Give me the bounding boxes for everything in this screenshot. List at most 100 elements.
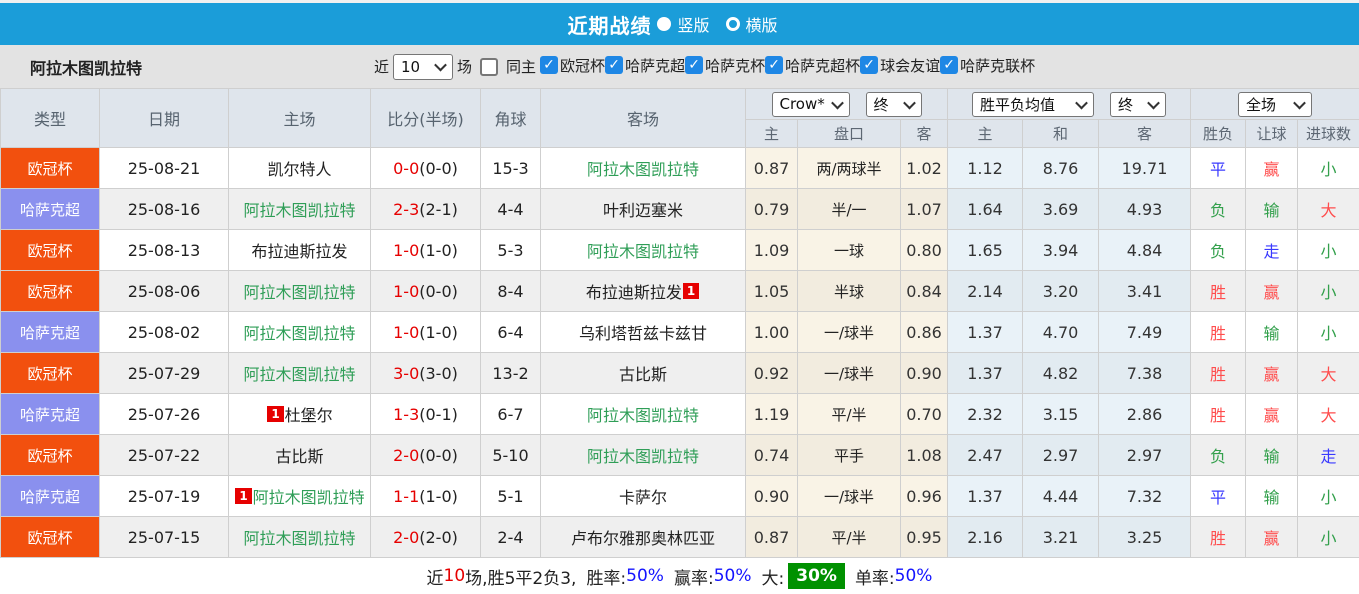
- col-header-corners: 角球: [481, 89, 541, 148]
- handicap-away-odds: 1.02: [901, 148, 948, 189]
- league-filter-item: 欧冠杯: [540, 55, 605, 76]
- handicap-line: 两/两球半: [798, 148, 901, 189]
- result-win-draw-loss: 负: [1191, 435, 1246, 476]
- mean-odds-select[interactable]: 胜平负均值: [972, 92, 1094, 117]
- mean-state-value: 终: [1118, 94, 1133, 115]
- score: 1-0(1-0): [371, 312, 481, 353]
- league-checkbox-1[interactable]: [605, 56, 623, 74]
- sub-header-8: 进球数: [1298, 120, 1359, 148]
- sub-header-3: 主: [948, 120, 1023, 148]
- win-rate-label: 胜率:: [586, 564, 626, 589]
- chevron-down-icon: [831, 96, 844, 109]
- league-checkbox-4[interactable]: [860, 56, 878, 74]
- col-header-home: 主场: [229, 89, 371, 148]
- result-win-draw-loss: 平: [1191, 476, 1246, 517]
- fulltime-score: 3-0: [393, 364, 419, 383]
- league-checkbox-5[interactable]: [940, 56, 958, 74]
- same-home-checkbox[interactable]: [480, 58, 498, 76]
- radio-vertical[interactable]: [657, 17, 671, 31]
- handicap-home-odds: 0.87: [746, 148, 798, 189]
- mean-state-select[interactable]: 终: [1110, 92, 1166, 117]
- big-rate-label: 大:: [762, 564, 785, 589]
- result-win-draw-loss: 胜: [1191, 517, 1246, 558]
- team-name-text: 叶利迈塞米: [603, 201, 683, 220]
- bookmaker-select[interactable]: Crow*: [772, 92, 850, 117]
- mean-away-odds: 7.32: [1099, 476, 1191, 517]
- sub-header-0: 主: [746, 120, 798, 148]
- result-goals: 小: [1298, 148, 1359, 189]
- mean-away-odds: 2.97: [1099, 435, 1191, 476]
- result-handicap: 赢: [1246, 394, 1298, 435]
- halftime-score: (0-1): [419, 405, 458, 424]
- league-checkbox-0[interactable]: [540, 56, 558, 74]
- competition-badge: 哈萨克超: [1, 312, 100, 353]
- result-win-draw-loss: 负: [1191, 230, 1246, 271]
- match-date: 25-07-29: [100, 353, 229, 394]
- handicap-away-odds: 1.08: [901, 435, 948, 476]
- handicap-home-odds: 0.79: [746, 189, 798, 230]
- fulltime-score: 1-0: [393, 282, 419, 301]
- result-win-draw-loss: 胜: [1191, 312, 1246, 353]
- handicap-line: 半/一: [798, 189, 901, 230]
- mean-draw-odds: 3.15: [1023, 394, 1099, 435]
- away-team: 古比斯: [541, 353, 746, 394]
- handicap-away-odds: 1.07: [901, 189, 948, 230]
- league-filter-item: 哈萨克超: [605, 55, 685, 76]
- radio-horizontal-label: 横版: [746, 12, 778, 36]
- handicap-line: 一/球半: [798, 476, 901, 517]
- result-win-draw-loss: 胜: [1191, 353, 1246, 394]
- home-team: 古比斯: [229, 435, 371, 476]
- league-checkbox-3[interactable]: [765, 56, 783, 74]
- competition-badge: 欧冠杯: [1, 230, 100, 271]
- mean-odds-select-value: 胜平负均值: [980, 94, 1055, 115]
- handicap-home-odds: 1.09: [746, 230, 798, 271]
- result-goals: 小: [1298, 230, 1359, 271]
- mean-draw-odds: 3.21: [1023, 517, 1099, 558]
- mean-home-odds: 1.37: [948, 312, 1023, 353]
- handicap-state-select[interactable]: 终: [866, 92, 922, 117]
- halftime-score: (0-0): [419, 446, 458, 465]
- recent-count-select[interactable]: 10: [393, 54, 453, 80]
- fulltime-score: 1-1: [393, 487, 419, 506]
- red-number-badge: 1: [267, 406, 283, 422]
- score: 1-1(1-0): [371, 476, 481, 517]
- handicap-home-odds: 0.87: [746, 517, 798, 558]
- topbar: 近期战绩 竖版 横版: [0, 3, 1359, 45]
- corners: 4-4: [481, 189, 541, 230]
- result-goals: 大: [1298, 394, 1359, 435]
- mean-draw-odds: 3.94: [1023, 230, 1099, 271]
- handicap-away-odds: 0.95: [901, 517, 948, 558]
- scope-select[interactable]: 全场: [1238, 92, 1312, 117]
- result-handicap: 走: [1246, 230, 1298, 271]
- home-team: 阿拉木图凯拉特: [229, 517, 371, 558]
- odds-win-rate-value: 50%: [714, 566, 752, 586]
- red-number-badge: 1: [683, 283, 699, 299]
- result-win-draw-loss: 负: [1191, 189, 1246, 230]
- halftime-score: (0-0): [419, 282, 458, 301]
- col-header-type: 类型: [1, 89, 100, 148]
- match-date: 25-08-21: [100, 148, 229, 189]
- single-rate-label: 单率:: [855, 564, 895, 589]
- red-number-badge: 1: [235, 488, 251, 504]
- match-date: 25-08-16: [100, 189, 229, 230]
- score: 1-0(0-0): [371, 271, 481, 312]
- bookmaker-select-value: Crow*: [780, 95, 825, 113]
- match-row: 欧冠杯 25-07-22 古比斯 2-0(0-0) 5-10 阿拉木图凯拉特 0…: [1, 435, 1359, 476]
- sub-header-2: 客: [901, 120, 948, 148]
- result-handicap: 赢: [1246, 148, 1298, 189]
- team-name-text: 布拉迪斯拉发: [251, 242, 347, 261]
- competition-badge: 欧冠杯: [1, 517, 100, 558]
- league-filter-item: 哈萨克杯: [685, 55, 765, 76]
- result-handicap: 输: [1246, 312, 1298, 353]
- handicap-line: 半球: [798, 271, 901, 312]
- handicap-home-odds: 1.05: [746, 271, 798, 312]
- league-checkbox-2[interactable]: [685, 56, 703, 74]
- team-name-text: 阿拉木图凯拉特: [587, 447, 699, 466]
- away-team: 卢布尔雅那奥林匹亚: [541, 517, 746, 558]
- radio-horizontal[interactable]: [726, 17, 740, 31]
- league-filter-item: 哈萨克超杯: [765, 55, 860, 76]
